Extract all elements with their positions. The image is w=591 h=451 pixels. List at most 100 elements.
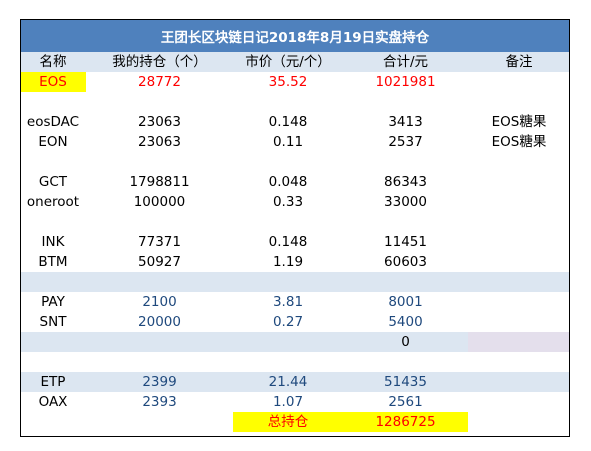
cell-quantity[interactable] xyxy=(86,212,233,232)
cell-total[interactable] xyxy=(343,92,468,112)
cell-name[interactable] xyxy=(20,332,86,352)
table-row-blank xyxy=(20,352,570,372)
table-row-etp: ETP 2399 21.44 51435 xyxy=(20,372,570,392)
cell-note[interactable] xyxy=(468,412,570,432)
cell-total[interactable] xyxy=(343,152,468,172)
cell-total[interactable]: 2561 xyxy=(388,394,423,410)
cell-price[interactable]: 3.81 xyxy=(272,294,304,310)
cell-quantity[interactable]: 2100 xyxy=(142,294,177,310)
cell-note[interactable] xyxy=(468,72,570,92)
cell-name[interactable]: GCT xyxy=(38,174,68,190)
cell-note[interactable] xyxy=(468,92,570,112)
table-row-ink: INK 77371 0.148 11451 xyxy=(20,232,570,252)
cell-price[interactable] xyxy=(233,212,343,232)
cell-price[interactable]: 0.27 xyxy=(272,314,304,330)
cell-quantity[interactable] xyxy=(86,272,233,292)
cell-note[interactable] xyxy=(468,332,570,352)
cell-quantity[interactable] xyxy=(86,152,233,172)
column-header-note[interactable]: 备注 xyxy=(505,54,533,70)
cell-name[interactable] xyxy=(20,92,86,112)
column-header-quantity[interactable]: 我的持仓（个） xyxy=(112,54,207,70)
cell-total[interactable]: 11451 xyxy=(384,234,427,250)
cell-price[interactable] xyxy=(233,352,343,372)
cell-price[interactable] xyxy=(233,332,343,352)
cell-total[interactable]: 33000 xyxy=(384,194,427,210)
cell-price[interactable]: 0.148 xyxy=(268,114,308,130)
cell-name[interactable]: ETP xyxy=(40,374,66,390)
cell-note[interactable] xyxy=(468,192,570,212)
cell-quantity[interactable]: 1798811 xyxy=(129,174,190,190)
cell-quantity[interactable] xyxy=(86,92,233,112)
cell-name[interactable]: EON xyxy=(38,134,68,150)
cell-quantity[interactable] xyxy=(86,352,233,372)
cell-total[interactable] xyxy=(343,272,468,292)
cell-note[interactable]: EOS糖果 xyxy=(491,134,547,150)
cell-note[interactable] xyxy=(468,392,570,412)
cell-price[interactable]: 35.52 xyxy=(268,74,308,90)
cell-note[interactable] xyxy=(468,372,570,392)
cell-name[interactable] xyxy=(20,212,86,232)
cell-name[interactable]: oneroot xyxy=(26,194,80,210)
cell-name[interactable]: INK xyxy=(41,234,65,250)
cell-price[interactable]: 0.148 xyxy=(268,234,308,250)
column-header-total[interactable]: 合计/元 xyxy=(382,54,429,70)
cell-quantity[interactable]: 50927 xyxy=(138,254,181,270)
cell-note[interactable] xyxy=(468,312,570,332)
cell-price[interactable] xyxy=(233,272,343,292)
cell-price[interactable]: 0.11 xyxy=(272,134,304,150)
column-header-price[interactable]: 市价（元/个） xyxy=(245,54,331,70)
cell-name[interactable]: PAY xyxy=(41,294,65,310)
cell-quantity[interactable]: 100000 xyxy=(133,194,186,210)
cell-total[interactable]: 0 xyxy=(401,334,410,350)
cell-note[interactable] xyxy=(468,212,570,232)
cell-note[interactable] xyxy=(468,252,570,272)
cell-quantity[interactable]: 77371 xyxy=(138,234,181,250)
cell-quantity[interactable]: 23063 xyxy=(138,134,181,150)
cell-name[interactable]: OAX xyxy=(38,394,68,410)
cell-name[interactable]: SNT xyxy=(39,314,67,330)
cell-price[interactable]: 0.33 xyxy=(272,194,304,210)
cell-name[interactable]: BTM xyxy=(38,254,68,270)
cell-note[interactable] xyxy=(468,292,570,312)
cell-price[interactable]: 21.44 xyxy=(268,374,308,390)
cell-total[interactable]: 2537 xyxy=(388,134,423,150)
cell-price[interactable]: 1.19 xyxy=(272,254,304,270)
cell-name[interactable]: EOS xyxy=(20,72,86,92)
cell-price[interactable]: 0.048 xyxy=(268,174,308,190)
cell-total[interactable]: 8001 xyxy=(388,294,423,310)
cell-price[interactable]: 1.07 xyxy=(272,394,304,410)
table-row-btm: BTM 50927 1.19 60603 xyxy=(20,252,570,272)
cell-quantity[interactable]: 2393 xyxy=(142,394,177,410)
cell-note[interactable] xyxy=(468,172,570,192)
cell-quantity[interactable] xyxy=(86,412,233,432)
cell-quantity[interactable]: 2399 xyxy=(142,374,177,390)
cell-price[interactable] xyxy=(233,92,343,112)
cell-total[interactable]: 51435 xyxy=(384,374,427,390)
cell-total[interactable]: 3413 xyxy=(388,114,423,130)
cell-name[interactable] xyxy=(20,352,86,372)
total-holdings-label[interactable]: 总持仓 xyxy=(233,412,343,432)
cell-total[interactable]: 5400 xyxy=(388,314,423,330)
total-holdings-value[interactable]: 1286725 xyxy=(343,412,468,432)
cell-name[interactable] xyxy=(20,412,86,432)
cell-total[interactable] xyxy=(343,352,468,372)
cell-note[interactable] xyxy=(468,272,570,292)
cell-note[interactable] xyxy=(468,152,570,172)
cell-name[interactable] xyxy=(20,272,86,292)
table-row-blank xyxy=(20,272,570,292)
cell-total[interactable]: 1021981 xyxy=(375,74,436,90)
cell-total[interactable] xyxy=(343,212,468,232)
cell-quantity[interactable]: 28772 xyxy=(138,74,181,90)
cell-quantity[interactable]: 20000 xyxy=(138,314,181,330)
cell-quantity[interactable] xyxy=(86,332,233,352)
cell-name[interactable]: eosDAC xyxy=(26,114,80,130)
cell-note[interactable] xyxy=(468,352,570,372)
cell-total[interactable]: 86343 xyxy=(384,174,427,190)
cell-total[interactable]: 60603 xyxy=(384,254,427,270)
cell-note[interactable] xyxy=(468,232,570,252)
column-header-name[interactable]: 名称 xyxy=(39,54,67,70)
cell-price[interactable] xyxy=(233,152,343,172)
cell-quantity[interactable]: 23063 xyxy=(138,114,181,130)
cell-note[interactable]: EOS糖果 xyxy=(491,114,547,130)
cell-name[interactable] xyxy=(20,152,86,172)
